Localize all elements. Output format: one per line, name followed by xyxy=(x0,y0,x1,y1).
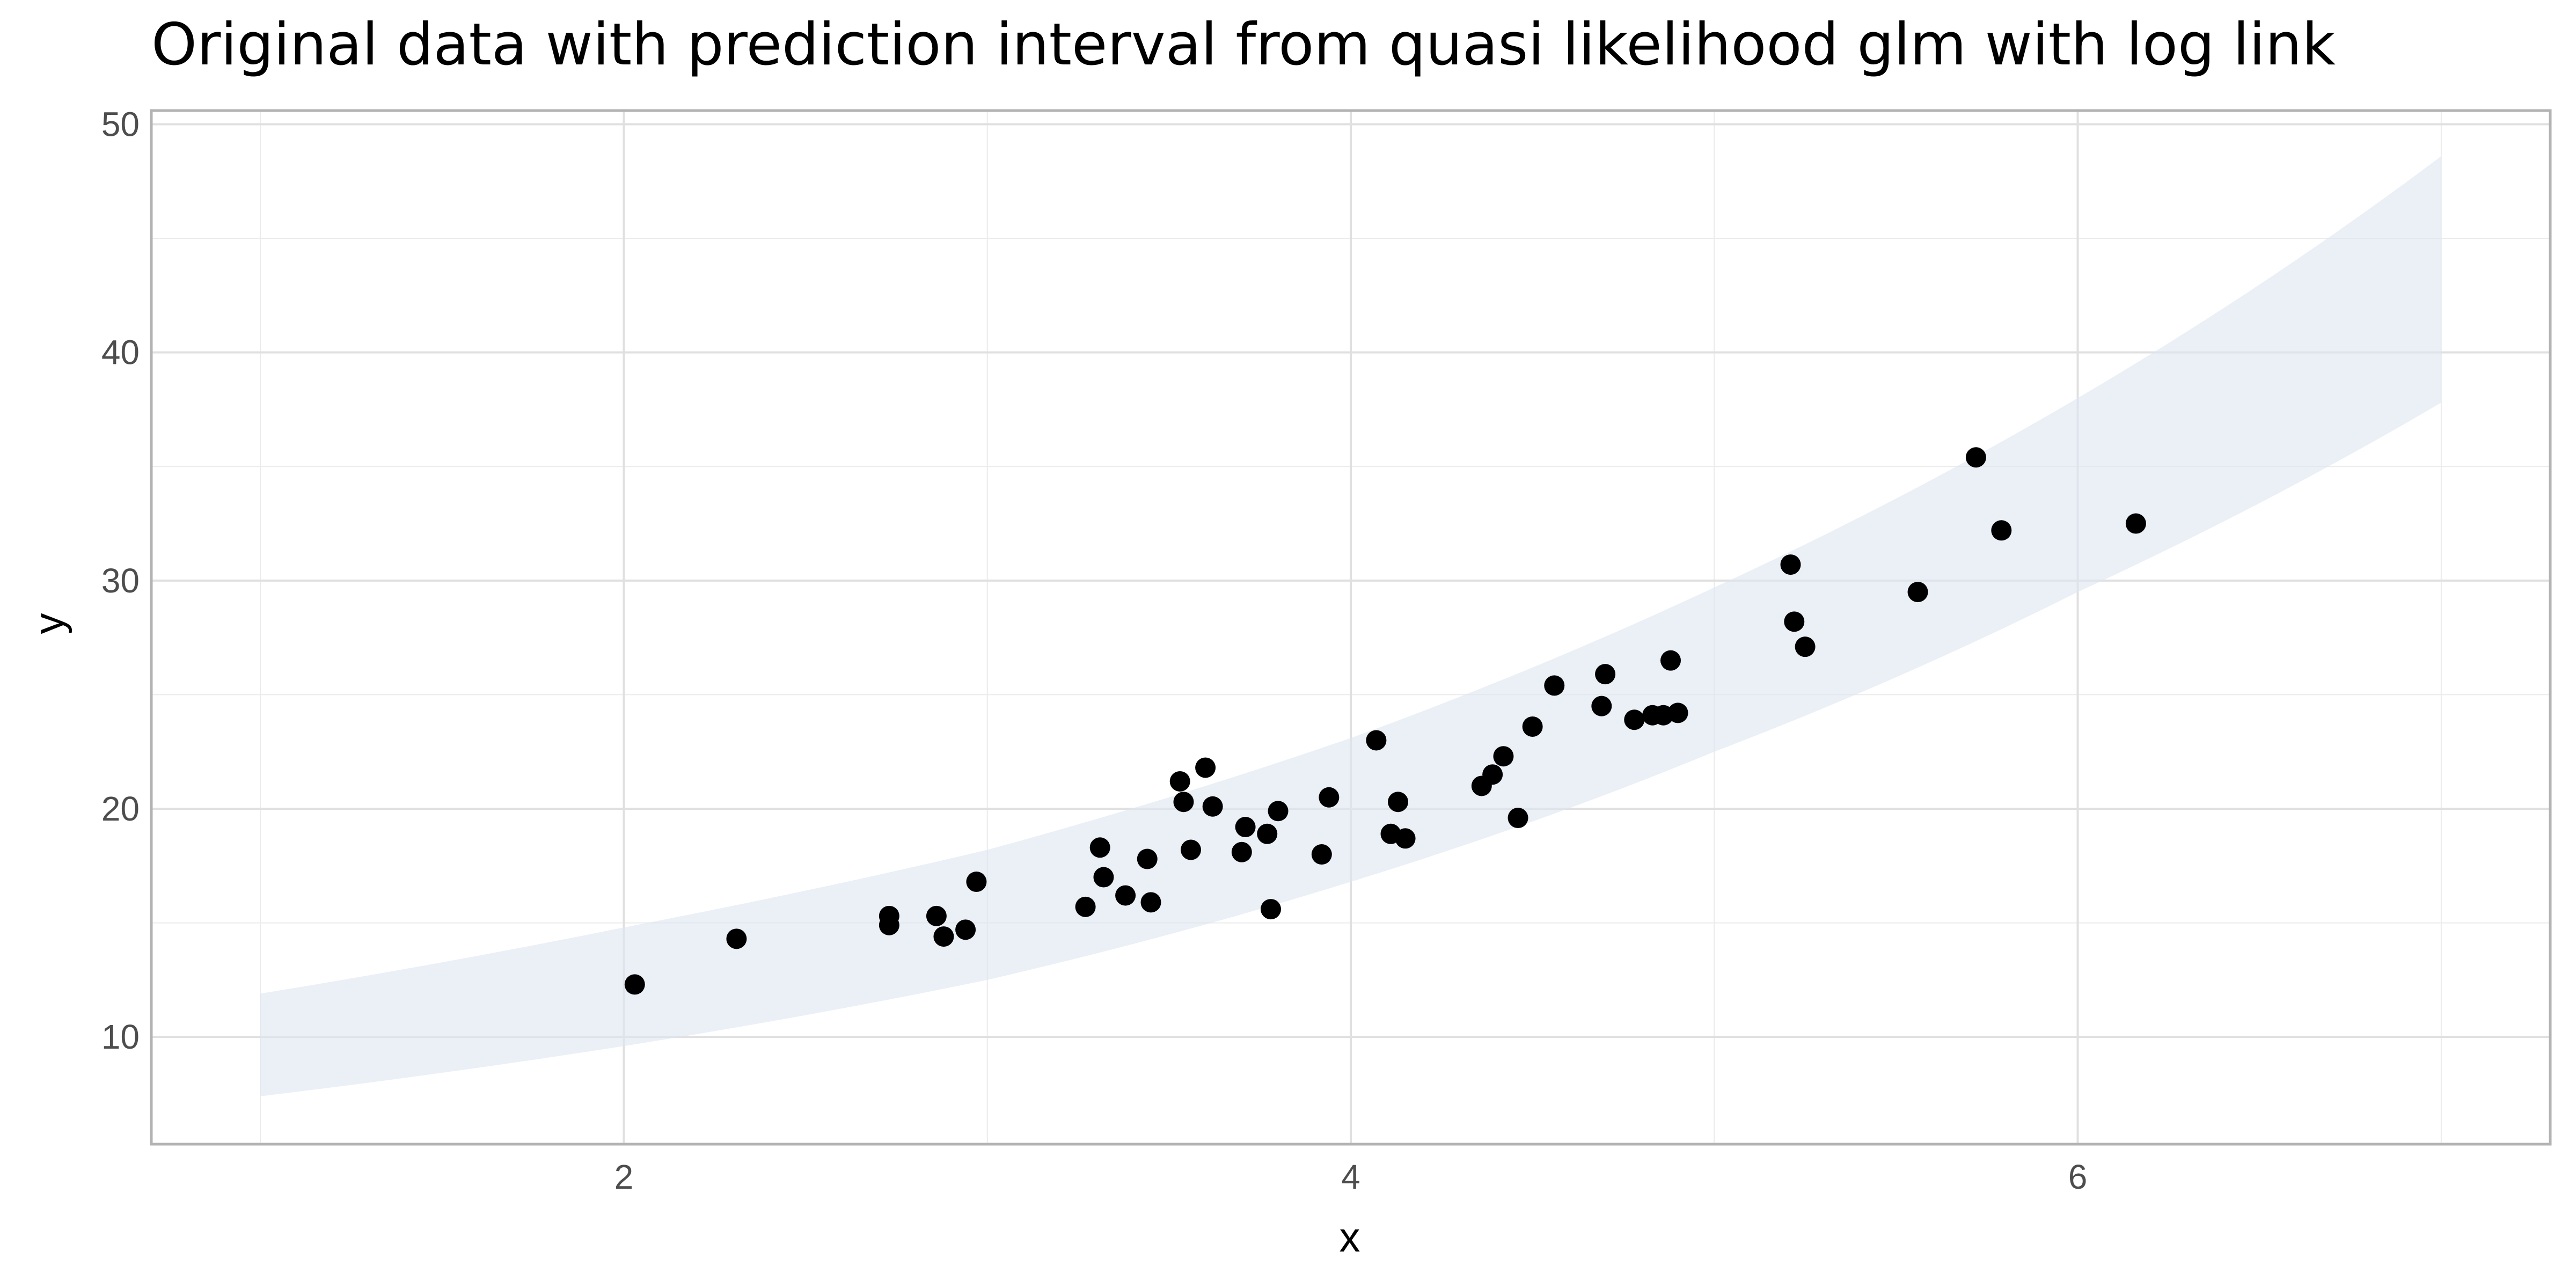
data-point xyxy=(1591,696,1612,716)
major-gridlines xyxy=(151,111,2550,1144)
x-tick-label: 4 xyxy=(1341,1158,1360,1196)
data-point xyxy=(1202,796,1223,817)
prediction-interval-band xyxy=(260,156,2441,1096)
data-point xyxy=(1667,702,1688,723)
data-point xyxy=(1624,709,1645,730)
x-axis-title: x xyxy=(1340,1213,1360,1261)
data-point xyxy=(1261,899,1281,920)
data-point xyxy=(1169,771,1190,792)
data-point xyxy=(2125,513,2146,534)
y-tick-label: 40 xyxy=(101,333,140,372)
y-tick-label: 30 xyxy=(101,561,140,600)
data-point xyxy=(1907,582,1928,603)
data-point xyxy=(1395,828,1416,849)
y-tick-label: 10 xyxy=(101,1018,140,1056)
data-point xyxy=(1991,520,2012,541)
data-point xyxy=(1965,447,1986,468)
data-points-layer xyxy=(624,447,2146,995)
data-point xyxy=(1075,896,1096,917)
data-point xyxy=(1268,801,1289,822)
data-point xyxy=(1140,892,1161,913)
data-point xyxy=(1257,823,1278,844)
data-point xyxy=(726,928,747,949)
data-point xyxy=(966,872,987,892)
data-point xyxy=(624,974,645,995)
data-point xyxy=(1660,650,1681,671)
data-point xyxy=(1366,730,1387,751)
y-axis-title: y xyxy=(25,613,72,634)
data-point xyxy=(1235,817,1256,838)
data-point xyxy=(1137,848,1158,869)
data-point xyxy=(1507,808,1528,829)
data-point xyxy=(1181,839,1201,860)
data-point xyxy=(1311,844,1332,865)
data-point xyxy=(1493,746,1514,767)
panel-border xyxy=(150,109,2552,1146)
data-point xyxy=(933,926,954,947)
data-point xyxy=(1595,664,1616,685)
data-point xyxy=(1780,554,1801,575)
prediction-interval-layer xyxy=(260,156,2441,1096)
y-axis-tick-labels: 10 20 30 40 50 xyxy=(101,105,140,1057)
data-point xyxy=(1093,867,1114,888)
data-point xyxy=(1482,764,1503,785)
data-point xyxy=(1544,675,1565,696)
data-point xyxy=(1522,716,1543,737)
data-point xyxy=(955,919,976,940)
data-point xyxy=(1173,792,1194,813)
data-point xyxy=(1784,611,1805,632)
x-tick-label: 6 xyxy=(2068,1158,2088,1196)
data-point xyxy=(1795,636,1816,657)
data-point xyxy=(879,914,899,935)
panel-frame xyxy=(150,109,2552,1146)
x-tick-label: 2 xyxy=(614,1158,634,1196)
data-point xyxy=(1231,841,1252,862)
chart-title: Original data with prediction interval f… xyxy=(151,11,2336,78)
data-point xyxy=(1195,757,1216,778)
y-tick-label: 50 xyxy=(101,105,140,144)
data-point xyxy=(1089,837,1110,858)
data-point xyxy=(1115,885,1136,906)
x-axis-tick-labels: 2 4 6 xyxy=(614,1158,2088,1196)
y-tick-label: 20 xyxy=(101,789,140,828)
data-point xyxy=(926,905,947,926)
data-point xyxy=(1319,787,1340,808)
data-point xyxy=(1388,792,1409,813)
